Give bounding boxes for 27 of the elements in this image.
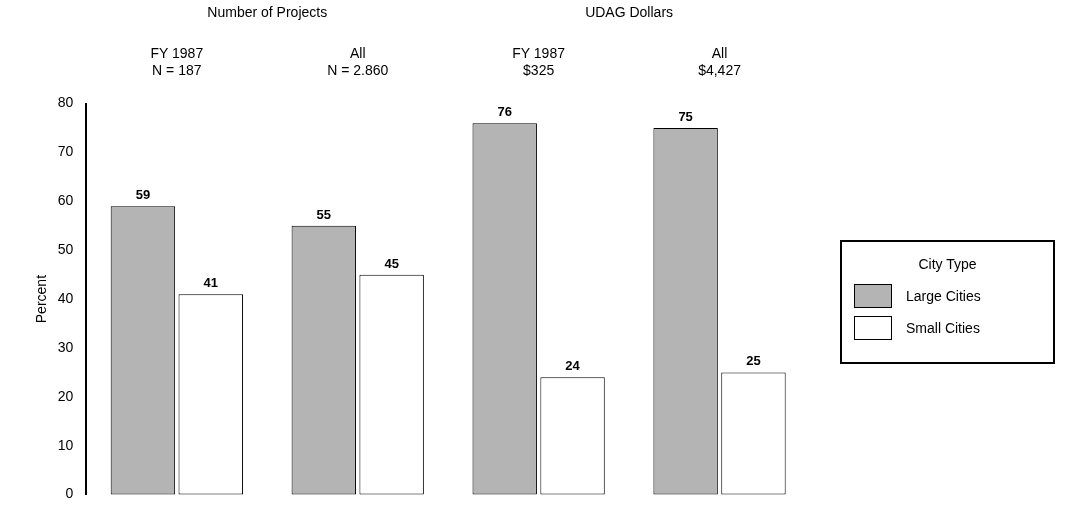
legend-label: Large Cities <box>906 288 981 304</box>
y-tick-label: 20 <box>57 387 74 404</box>
x-tick-label: FY 1987 $325 <box>512 45 566 79</box>
x-tick-label: All $4,427 <box>698 45 742 79</box>
x-tick-label: All N = 2.860 <box>327 45 389 79</box>
y-tick-label: 60 <box>57 192 74 209</box>
text: Number of Projects <box>207 3 328 20</box>
data-label: 75 <box>678 109 693 125</box>
x-tick-label: FY 1987 N = 187 <box>150 45 204 79</box>
y-axis-title: Percent <box>33 274 50 324</box>
y-tick-label: 30 <box>57 338 74 355</box>
y-tick-label: 10 <box>57 436 74 453</box>
data-label: 25 <box>746 353 761 369</box>
data-label: 41 <box>203 275 218 291</box>
y-tick-label: 40 <box>57 289 74 306</box>
data-label: 24 <box>565 358 581 374</box>
data-label: 45 <box>384 255 399 271</box>
y-tick-label: 50 <box>57 241 74 258</box>
legend-title: City Type <box>917 256 978 272</box>
data-label: 76 <box>497 104 512 120</box>
y-tick-label: 0 <box>65 485 74 502</box>
data-label: 59 <box>135 187 151 203</box>
text: UDAG Dollars <box>585 3 674 20</box>
y-tick-label: 80 <box>57 94 74 111</box>
data-label: 55 <box>316 206 332 222</box>
y-tick-label: 70 <box>57 143 74 160</box>
text: Small Cities <box>906 320 980 336</box>
